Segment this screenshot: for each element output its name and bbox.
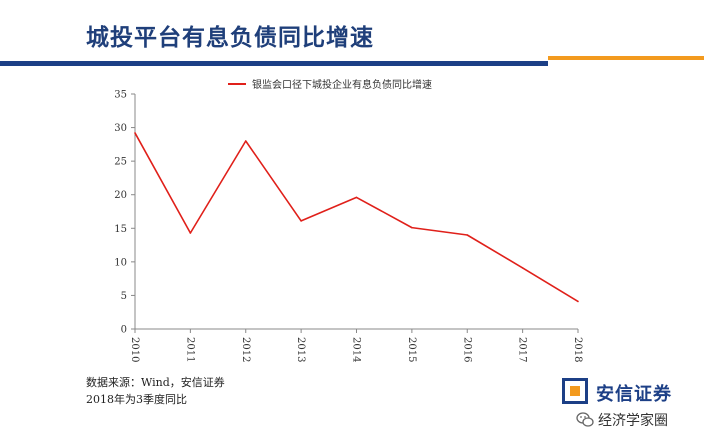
footnote-source: 数据来源：Wind，安信证券 bbox=[86, 376, 225, 389]
chart-axes bbox=[134, 94, 578, 330]
x-tick-label: 2018 bbox=[572, 337, 583, 362]
footnote-note: 2018年为3季度同比 bbox=[86, 393, 187, 406]
y-tick-label: 25 bbox=[114, 157, 127, 168]
legend-label: 银监会口径下城投企业有息负债同比增速 bbox=[252, 78, 432, 91]
y-tick-label: 20 bbox=[114, 190, 127, 201]
y-axis-ticks: 0 5 10 15 20 25 30 35 bbox=[114, 90, 135, 336]
page-title: 城投平台有息负债同比增速 bbox=[86, 25, 374, 51]
wechat-icon bbox=[576, 412, 594, 427]
data-point bbox=[189, 232, 192, 234]
y-tick-label: 30 bbox=[114, 123, 127, 134]
y-tick-label: 15 bbox=[114, 224, 127, 235]
data-point bbox=[577, 300, 579, 303]
x-tick-label: 2010 bbox=[129, 337, 140, 362]
series-group bbox=[134, 132, 579, 303]
x-tick-label: 2011 bbox=[184, 337, 195, 362]
brand-block: 安信证券 bbox=[560, 374, 704, 408]
series-line-0 bbox=[134, 132, 579, 303]
brand-logo-icon bbox=[562, 378, 588, 404]
watermark: 经济学家圈 bbox=[576, 408, 668, 432]
data-point bbox=[411, 226, 413, 229]
data-point bbox=[521, 267, 524, 269]
y-tick-label: 0 bbox=[121, 325, 127, 336]
data-point bbox=[244, 140, 247, 142]
x-tick-label: 2015 bbox=[406, 337, 417, 362]
watermark-text: 经济学家圈 bbox=[598, 413, 668, 429]
x-tick-label: 2017 bbox=[517, 337, 528, 362]
chart-legend: 银监会口径下城投企业有息负债同比增速 bbox=[228, 78, 432, 91]
x-tick-label: 2016 bbox=[461, 337, 472, 362]
title-underline-orange bbox=[548, 56, 704, 60]
brand-name: 安信证券 bbox=[596, 384, 672, 405]
data-point bbox=[355, 196, 358, 199]
title-underline-blue bbox=[0, 61, 548, 66]
data-point bbox=[134, 132, 136, 134]
x-axis-ticks: 2010 2011 2012 2013 2014 2015 2016 2017 2018 bbox=[129, 329, 583, 362]
x-tick-label: 2014 bbox=[351, 337, 362, 362]
x-tick-label: 2013 bbox=[295, 337, 306, 362]
y-tick-label: 35 bbox=[114, 90, 127, 101]
data-point bbox=[466, 234, 469, 236]
y-tick-label: 10 bbox=[114, 257, 127, 268]
y-tick-label: 5 bbox=[121, 291, 127, 302]
data-point bbox=[300, 220, 302, 222]
x-tick-label: 2012 bbox=[240, 337, 251, 362]
